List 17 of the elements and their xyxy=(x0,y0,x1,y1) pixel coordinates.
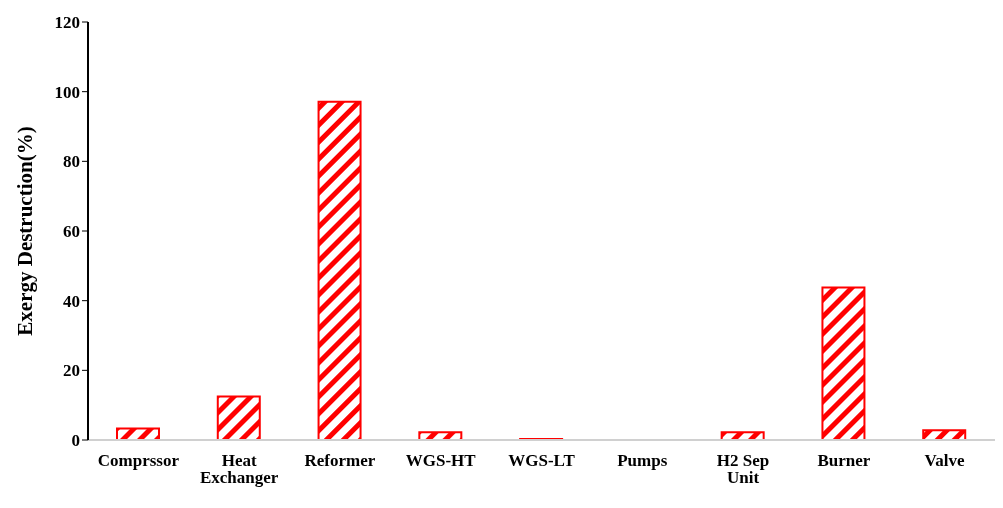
y-axis-title: Exergy Destruction(%) xyxy=(13,126,38,336)
x-tick-label: WGS-LT xyxy=(508,451,576,471)
y-tick-label: 0 xyxy=(71,431,80,451)
y-tick-label: 20 xyxy=(63,361,80,381)
x-tick-label: Pumps xyxy=(617,451,668,471)
y-tick-label: 40 xyxy=(63,291,80,311)
x-tick-label: H2 Sep Unit xyxy=(716,451,770,488)
y-tick-label: 80 xyxy=(63,152,80,172)
x-tick-label: Reformer xyxy=(304,451,376,471)
y-tick-label: 60 xyxy=(63,222,80,242)
x-tick-label: Burner xyxy=(817,451,871,471)
x-tick-label: Comprssor xyxy=(97,451,180,471)
y-tick-label: 120 xyxy=(54,13,80,33)
x-tick-label: Heat Exchanger xyxy=(199,451,279,488)
x-tick-label: Valve xyxy=(924,451,966,471)
y-tick-label: 100 xyxy=(54,82,80,102)
x-tick-label: WGS-HT xyxy=(405,451,477,471)
